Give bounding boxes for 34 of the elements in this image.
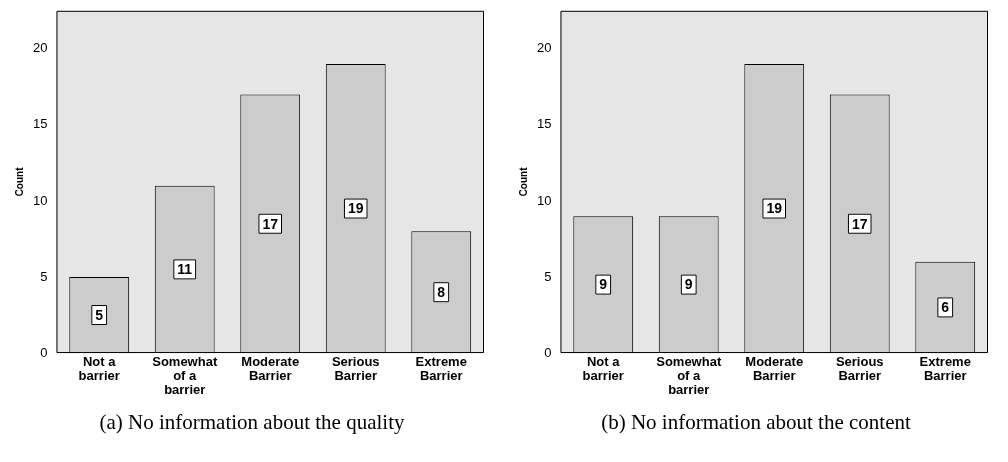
y-tick-label: 15 [32,116,48,132]
data-label: 11 [177,261,193,278]
y-axis-title: Count [517,166,529,197]
y-tick-label: 0 [544,344,552,360]
y-tick-label: 10 [536,192,552,208]
y-tick-label: 20 [536,40,552,56]
y-tick-label: 20 [32,40,48,56]
data-label: 19 [766,200,783,217]
x-tick-label: Extreme Barrier [919,354,971,384]
y-axis-title: Count [13,166,25,197]
data-label: 9 [599,276,608,293]
data-label: 5 [95,306,104,323]
text: (b) No information about the content [600,410,912,435]
data-label: 9 [684,276,693,293]
x-tick-label: Serious Barrier [835,354,884,384]
y-tick-label: 0 [40,344,48,360]
data-label: 6 [941,299,950,316]
x-tick-label: Not a barrier [78,354,120,384]
x-tick-label: Not a barrier [582,354,624,384]
x-tick-label: Serious Barrier [331,354,380,384]
x-tick-label: Somewhat of a barrier [152,354,218,397]
data-label: 17 [851,215,868,232]
x-tick-label: Moderate Barrier [241,354,300,384]
x-tick-label: Somewhat of a barrier [656,354,722,397]
data-label: 17 [262,215,279,232]
text: (a) No information about the quality [98,410,406,435]
y-tick-label: 5 [40,268,48,284]
x-tick-label: Extreme Barrier [415,354,467,384]
data-label: 19 [347,200,364,217]
y-tick-label: 5 [544,268,552,284]
y-tick-label: 15 [536,116,552,132]
data-label: 8 [437,284,446,301]
y-tick-label: 10 [32,192,48,208]
x-tick-label: Moderate Barrier [745,354,804,384]
